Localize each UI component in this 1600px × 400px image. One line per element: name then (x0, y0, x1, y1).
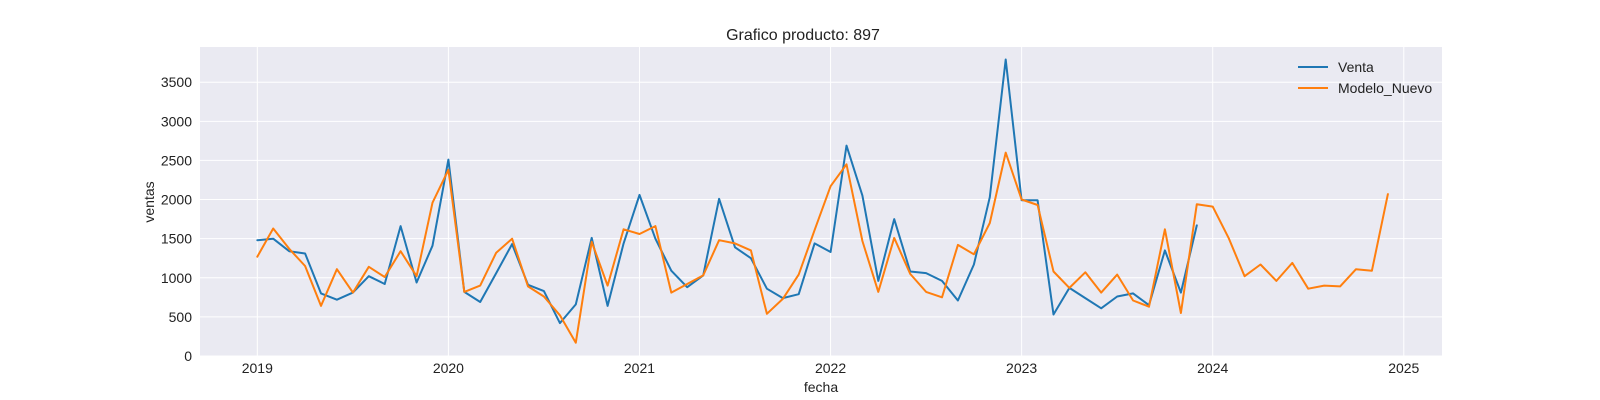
series-lines (256, 58, 1389, 344)
x-tick-label: 2019 (242, 360, 273, 376)
x-tick-label: 2023 (1006, 360, 1037, 376)
x-tick-label: 2021 (624, 360, 655, 376)
x-tick-label: 2025 (1388, 360, 1419, 376)
y-tick-label: 500 (169, 309, 193, 325)
series-line-modelo-nuevo (256, 151, 1389, 344)
y-axis-label: ventas (141, 181, 157, 222)
grid (200, 47, 1442, 357)
y-tick-label: 0 (184, 348, 192, 364)
y-tick-label: 2500 (161, 152, 192, 168)
x-axis-label: fecha (804, 379, 838, 395)
legend-label: Venta (1338, 59, 1374, 75)
chart-title: Grafico producto: 897 (726, 27, 880, 44)
y-tick-label: 1500 (161, 231, 192, 247)
legend: Venta Modelo_Nuevo (1298, 59, 1432, 96)
x-tick-label: 2024 (1197, 360, 1228, 376)
y-tick-label: 1000 (161, 270, 192, 286)
y-tick-label: 3000 (161, 113, 192, 129)
legend-label: Modelo_Nuevo (1338, 80, 1432, 96)
y-axis-ticks: 0 500 1000 1500 2000 2500 3000 3500 (161, 74, 192, 364)
x-axis-ticks: 2019 2020 2021 2022 2023 2024 2025 (242, 360, 1420, 376)
y-tick-label: 2000 (161, 192, 192, 208)
y-tick-label: 3500 (161, 74, 192, 90)
x-tick-label: 2022 (815, 360, 846, 376)
x-tick-label: 2020 (433, 360, 464, 376)
plot-area (200, 47, 1442, 356)
